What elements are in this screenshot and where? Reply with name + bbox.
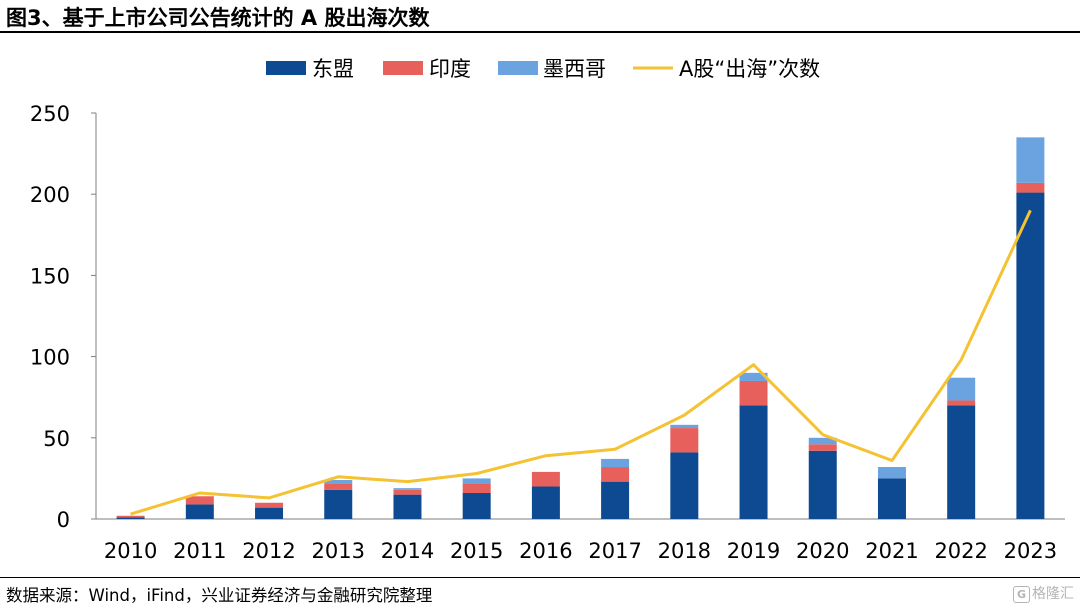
bar-segment: [947, 405, 976, 519]
y-tick-label: 100: [30, 346, 70, 370]
x-tick-labels: 2010 2011 2012 2013 2014 2015 2016 2017 2018 2019…: [104, 539, 1057, 563]
line-layer: [130, 209, 1032, 516]
legend: 东盟 印度 墨西哥 A股“出海”次数: [266, 57, 820, 81]
legend-label-mexico: 墨西哥: [543, 57, 606, 81]
x-tick-label: 2010: [104, 539, 157, 563]
chart-title: 图3、基于上市公司公告统计的 A 股出海次数: [6, 6, 430, 30]
bar-segment: [116, 517, 145, 519]
bar-segment: [324, 480, 353, 484]
watermark: G 格隆汇: [1013, 583, 1074, 603]
x-tick-label: 2012: [242, 539, 295, 563]
bar-segment: [739, 380, 768, 406]
y-tick-labels: 0 50 100 150 200 250: [30, 102, 96, 532]
x-tick-label: 2017: [588, 539, 641, 563]
legend-swatch-mexico: [498, 61, 538, 75]
bar-segment: [393, 489, 422, 495]
bar-segment: [601, 467, 630, 482]
bar-segment: [185, 496, 214, 505]
bar-segment: [670, 452, 699, 519]
bar-segment: [877, 467, 906, 479]
bar-segment: [531, 486, 560, 519]
y-tick-label: 50: [43, 427, 70, 451]
title-rule: [0, 31, 1080, 33]
bar-segment: [531, 471, 560, 487]
bar-segment: [808, 444, 837, 451]
bar-segment: [393, 488, 422, 490]
legend-label-line: A股“出海”次数: [679, 57, 820, 81]
x-tick-label: 2011: [173, 539, 226, 563]
bars: [116, 137, 1045, 520]
x-tick-label: 2014: [381, 539, 434, 563]
bar-segment: [1016, 192, 1045, 520]
bar-segment: [462, 483, 491, 494]
bar-segment: [670, 424, 699, 429]
y-tick-label: 150: [30, 264, 70, 288]
source-rule: [0, 577, 1080, 578]
bar-segment: [808, 437, 837, 445]
bar-segment: [1016, 182, 1045, 193]
x-tick-label: 2019: [727, 539, 780, 563]
bar-segment: [185, 504, 214, 519]
x-tick-label: 2015: [450, 539, 503, 563]
x-tick-label: 2021: [865, 539, 918, 563]
bar-segment: [808, 450, 837, 519]
x-tick-label: 2022: [934, 539, 987, 563]
bar-segment: [462, 493, 491, 519]
bar-segment: [255, 507, 284, 519]
legend-swatch-india: [383, 61, 423, 75]
bar-segment: [601, 458, 630, 468]
bar-segment: [601, 481, 630, 519]
legend-label-asean: 东盟: [312, 57, 354, 81]
x-tick-label: 2013: [312, 539, 365, 563]
watermark-logo-icon: G: [1013, 586, 1030, 603]
bar-segment: [739, 405, 768, 519]
y-tick-label: 200: [30, 183, 70, 207]
line-series: [130, 209, 1032, 516]
bar-segment: [116, 515, 145, 518]
bar-segment: [324, 483, 353, 490]
bar-segment: [255, 502, 284, 508]
legend-swatch-asean: [266, 61, 306, 75]
bar-segment: [1016, 137, 1045, 183]
bar-segment: [324, 489, 353, 519]
watermark-text: 格隆汇: [1032, 586, 1074, 602]
bar-segment: [393, 494, 422, 519]
bar-segment: [947, 377, 976, 401]
x-tick-label: 2020: [796, 539, 849, 563]
x-tick-label: 2023: [1004, 539, 1057, 563]
legend-label-india: 印度: [429, 57, 471, 81]
source-note: 数据来源：Wind，iFind，兴业证券经济与金融研究院整理: [6, 586, 433, 605]
x-tick-label: 2016: [519, 539, 572, 563]
x-tick-label: 2018: [658, 539, 711, 563]
bar-segment: [877, 478, 906, 519]
bar-segment: [739, 372, 768, 381]
y-tick-label: 250: [30, 102, 70, 126]
bar-segment: [670, 428, 699, 453]
y-tick-label: 0: [57, 508, 70, 532]
bar-segment: [947, 400, 976, 406]
bar-segment: [462, 478, 491, 484]
